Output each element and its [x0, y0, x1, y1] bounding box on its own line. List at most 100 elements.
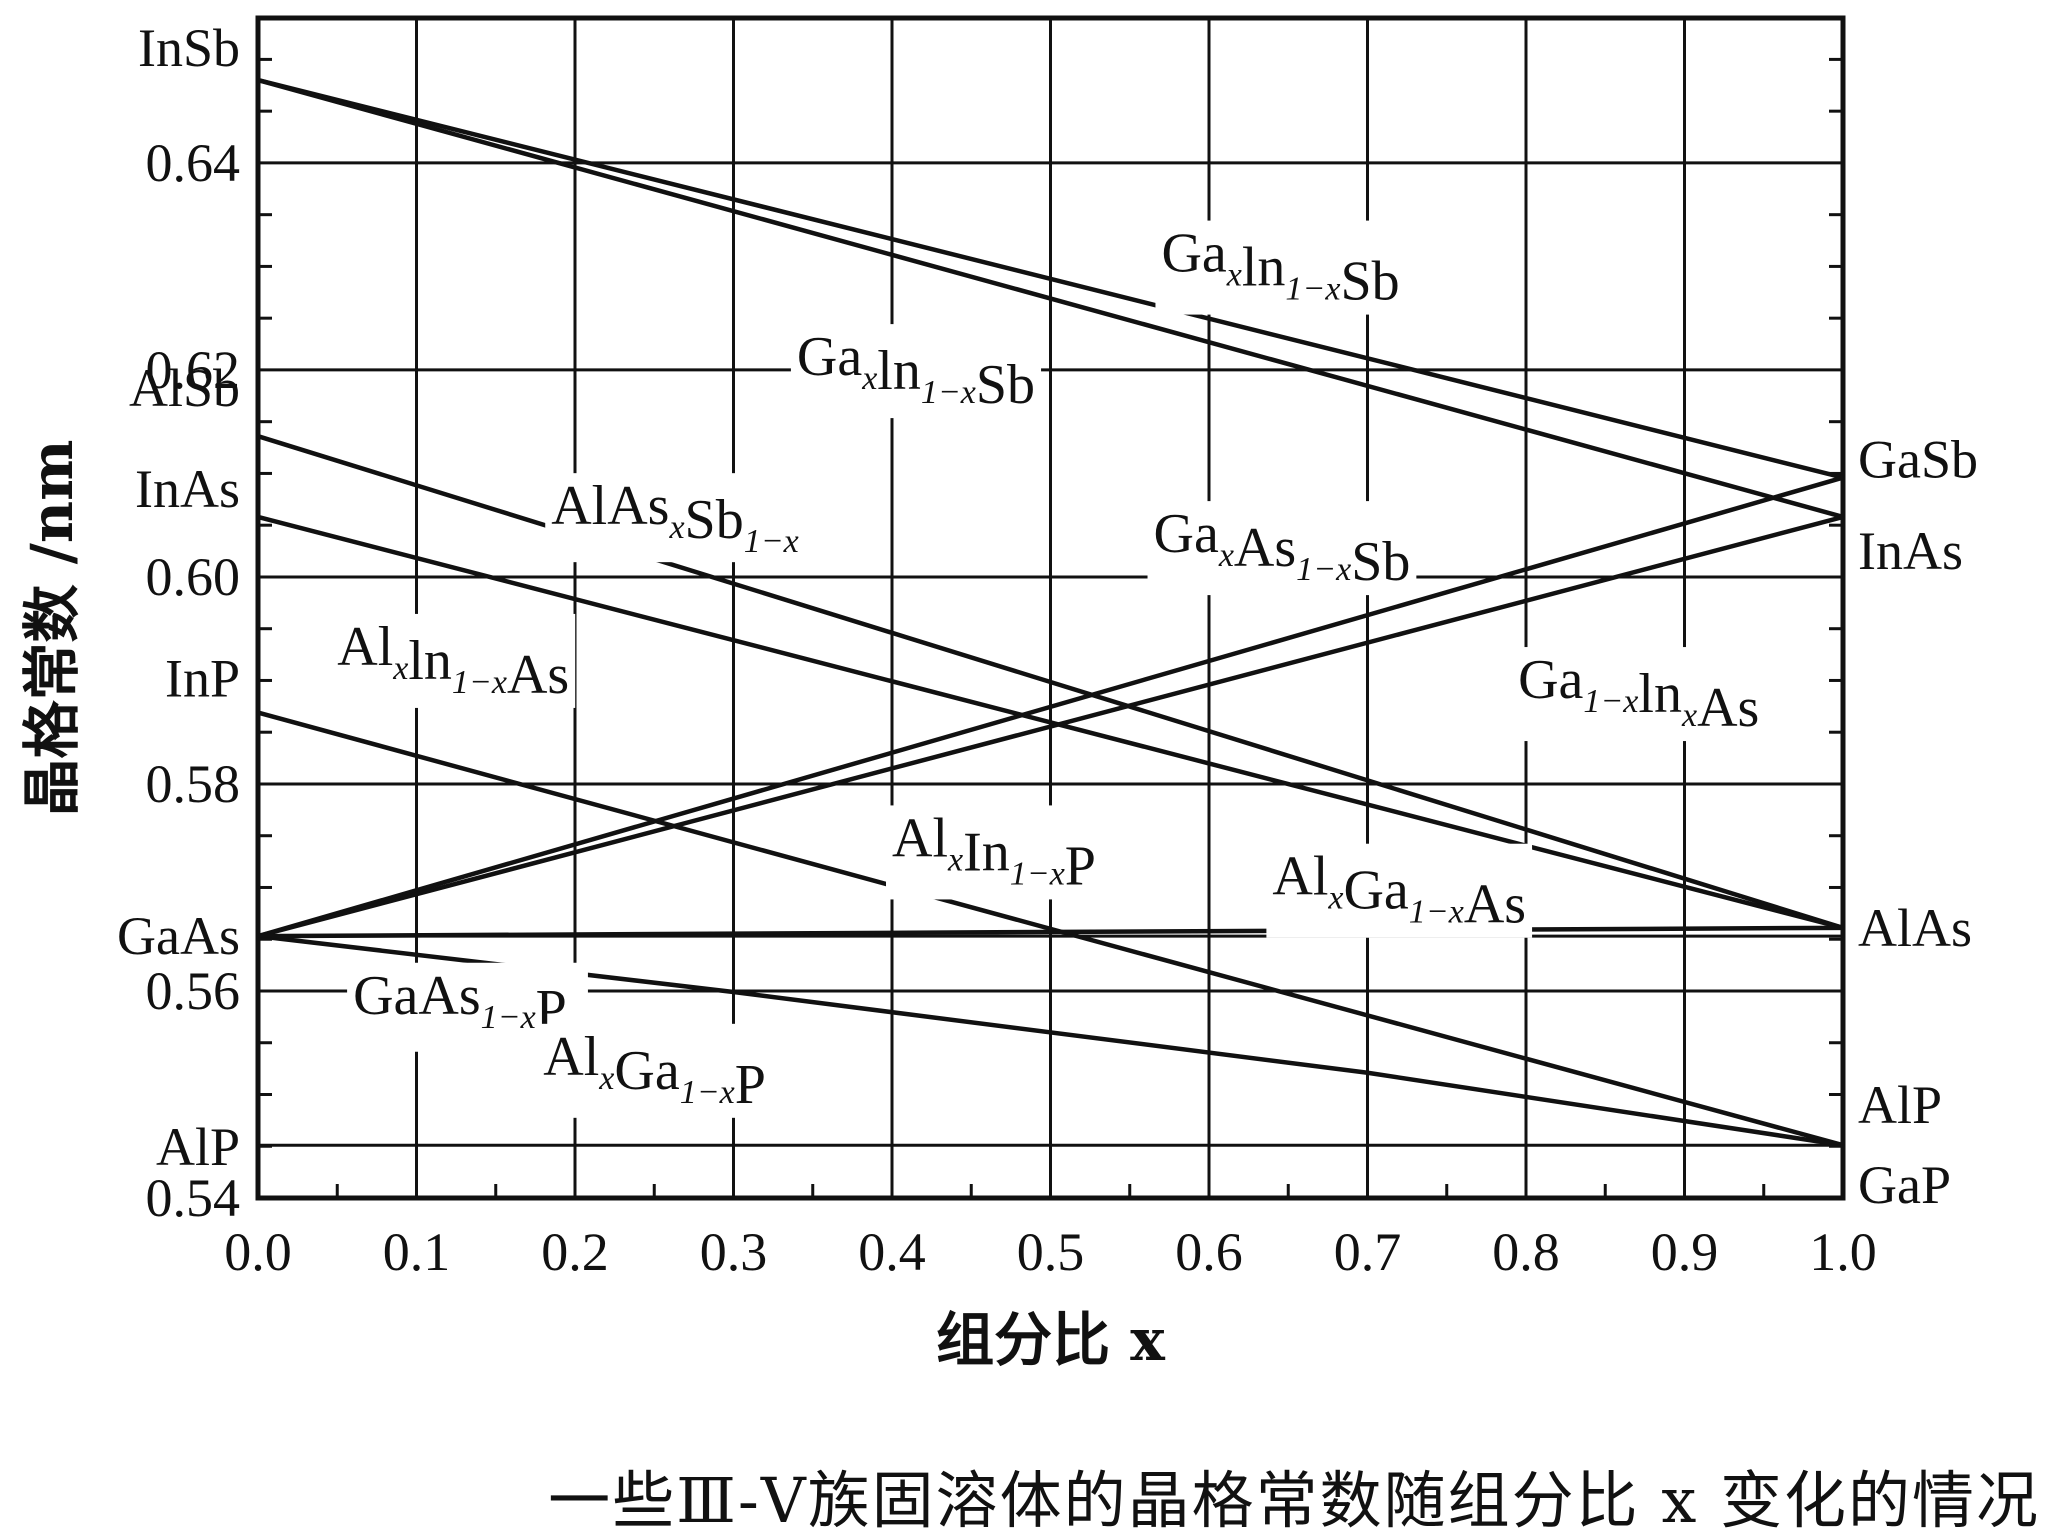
formula-annotation: GaxAs1−xSb [1154, 503, 1411, 593]
formula-subscript: 1−x [1285, 271, 1340, 308]
formula-annotation: Ga1−xlnxAs [1518, 649, 1759, 739]
x-tick-label: 0.5 [1017, 1222, 1085, 1282]
chart-labels: 0.0 0.1 0.2 0.3 0.4 0.5 0.6 0.7 0.8 0.9 1.0 0.54 0.5… [18, 18, 1978, 1374]
x-tick-label: 0.8 [1492, 1222, 1560, 1282]
x-tick-label: 0.6 [1175, 1222, 1243, 1282]
formula-text: Sb [1351, 531, 1410, 593]
formula-annotation: AlAsxSb1−x [551, 475, 799, 560]
y-tick-label: 0.54 [146, 1168, 241, 1228]
left-endpoint-label: AlSb [129, 358, 240, 418]
formula-subscript: 1−x [1296, 551, 1351, 588]
formula-annotation: AlxGa1−xP [543, 1026, 766, 1116]
formula-subscript: 1−x [921, 374, 976, 411]
formula-annotation-background [1266, 843, 1533, 938]
formula-subscript: x [861, 360, 877, 397]
formula-subscript: 1−x [680, 1074, 735, 1111]
x-tick-label: 0.1 [383, 1222, 451, 1282]
formula-subscript: x [947, 841, 963, 878]
formula-text: Al [337, 616, 393, 678]
y-tick-label: 0.60 [146, 547, 241, 607]
right-endpoint-label: GaP [1858, 1155, 1951, 1215]
formula-text: Ga [1518, 649, 1583, 711]
y-tick-label: 0.58 [146, 754, 241, 814]
formula-text: Sb [976, 354, 1035, 416]
formula-subscript: x [1681, 697, 1697, 734]
formula-subscript: 1−x [1010, 855, 1065, 892]
formula-text: As [1697, 677, 1759, 739]
formula-subscript: x [392, 650, 408, 687]
right-endpoint-label: InAs [1858, 521, 1963, 581]
formula-subscript: 1−x [481, 999, 536, 1036]
formula-annotation: Alxln1−xAs [337, 616, 569, 706]
formula-annotation-background [886, 805, 1102, 900]
right-endpoint-label: GaSb [1858, 430, 1978, 490]
formula-annotation: Gaxln1−xSb [797, 326, 1035, 416]
formula-text: Ga [797, 326, 862, 388]
formula-text: In [963, 821, 1010, 883]
left-endpoint-label: InP [165, 649, 240, 709]
y-tick-label: 0.64 [146, 133, 241, 193]
formula-subscript: 1−x [1409, 894, 1464, 931]
x-tick-label: 0.2 [541, 1222, 609, 1282]
plot-border [255, 15, 1846, 1201]
formula-subscript: 1−x [1583, 683, 1638, 720]
lattice-constant-chart: 0.0 0.1 0.2 0.3 0.4 0.5 0.6 0.7 0.8 0.9 1.0 0.54 0.5… [18, 15, 1978, 1374]
series-line-alxga1-xas [257, 925, 1844, 939]
x-axis-title: 组分比 x [936, 1306, 1165, 1374]
y-axis-title: 晶格常数 /nm [18, 440, 86, 817]
formula-text: Ga [1154, 503, 1219, 565]
formula-text: Al [892, 807, 948, 869]
formula-text: ln [1242, 237, 1286, 299]
left-endpoint-label: InSb [138, 18, 240, 78]
series-line-alasxsb1-x [257, 434, 1844, 930]
left-endpoint-label: GaAs [117, 906, 240, 966]
y-tick-label: 0.56 [146, 961, 241, 1021]
series-line-ga1-xinxas [257, 514, 1844, 939]
formula-subscript: x [598, 1060, 614, 1097]
formula-text: ln [877, 340, 921, 402]
formula-text: Sb [685, 489, 744, 551]
x-tick-label: 0.3 [700, 1222, 768, 1282]
left-endpoint-label: AlP [156, 1117, 240, 1177]
formula-text: Al [1272, 846, 1328, 908]
formula-annotation-background [331, 613, 576, 708]
formula-annotation-background [537, 1023, 772, 1118]
formula-text: ln [408, 630, 452, 692]
formula-text: As [507, 644, 569, 706]
series-line-gaasxsb1-x [257, 475, 1844, 939]
x-tick-label: 1.0 [1809, 1222, 1877, 1282]
formula-text: Ga [1161, 223, 1226, 285]
series-line-gaxin1-xsb [257, 77, 1844, 480]
x-tick-label: 0.7 [1334, 1222, 1402, 1282]
series-line-alxin1-xas [257, 514, 1844, 931]
formula-annotation-background [790, 324, 1042, 419]
right-endpoint-label: AlAs [1858, 898, 1972, 958]
formula-annotation: Gaxln1−xSb [1161, 223, 1399, 313]
x-tick-label: 0.4 [858, 1222, 926, 1282]
formula-text: As [1464, 874, 1526, 936]
formula-subscript: 1−x [744, 523, 799, 560]
formula-text: Al [543, 1026, 599, 1088]
formula-annotation-background [1512, 647, 1766, 742]
right-endpoint-label: AlP [1858, 1075, 1942, 1135]
series-line-insb-inas [257, 77, 1844, 520]
formula-subscript: x [668, 509, 684, 546]
formula-subscript: x [1327, 880, 1343, 917]
x-tick-label: 0.0 [224, 1222, 292, 1282]
y-tick-label: 0.62 [146, 340, 241, 400]
formula-text: GaAs [353, 965, 481, 1027]
formula-annotation: AlxGa1−xAs [1272, 846, 1526, 936]
formula-text: P [735, 1054, 766, 1116]
plot-frame [255, 15, 1846, 1201]
figure-caption: 一些Ⅲ-Ⅴ族固溶体的晶格常数随组分比 x 变化的情况 [548, 1464, 2040, 1537]
formula-text: Ga [614, 1040, 679, 1102]
formula-text: AlAs [551, 475, 669, 537]
formula-subscript: x [1218, 537, 1234, 574]
left-endpoint-label: InAs [135, 459, 240, 519]
formula-annotation: AlxIn1−xP [892, 807, 1096, 897]
formula-text: Sb [1340, 251, 1399, 313]
formula-text: P [1065, 835, 1096, 897]
formula-text: As [1234, 517, 1296, 579]
formula-annotation-background [545, 473, 805, 563]
formula-annotation-background [1155, 220, 1406, 315]
